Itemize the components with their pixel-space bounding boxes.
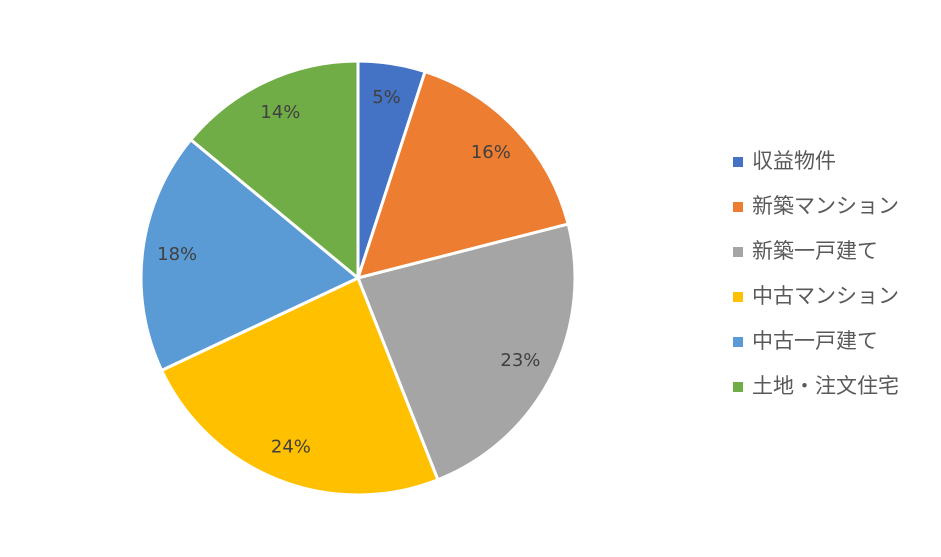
legend-label: 新築マンション	[752, 194, 899, 218]
legend-label: 中古マンション	[752, 284, 899, 308]
legend-swatch	[733, 157, 743, 167]
data-label: 18%	[157, 244, 197, 265]
data-label: 14%	[260, 102, 300, 123]
legend-label: 中古一戸建て	[752, 329, 878, 353]
legend-swatch	[733, 337, 743, 347]
legend-swatch	[733, 202, 743, 212]
data-label: 24%	[271, 436, 311, 457]
pie-slice	[139, 137, 361, 373]
legend-swatch	[733, 382, 743, 392]
legend-swatch	[733, 292, 743, 302]
pie-slice	[188, 59, 360, 282]
legend-swatch	[733, 247, 743, 257]
pie-slice	[355, 69, 571, 281]
pie-slice	[159, 275, 440, 497]
pie-slice	[355, 222, 577, 482]
legend-label: 新築一戸建て	[752, 239, 878, 263]
data-label: 23%	[500, 350, 540, 371]
data-label: 5%	[372, 87, 401, 108]
legend-label: 土地・注文住宅	[752, 374, 899, 398]
data-label: 16%	[471, 142, 511, 163]
legend-label: 収益物件	[752, 149, 836, 173]
